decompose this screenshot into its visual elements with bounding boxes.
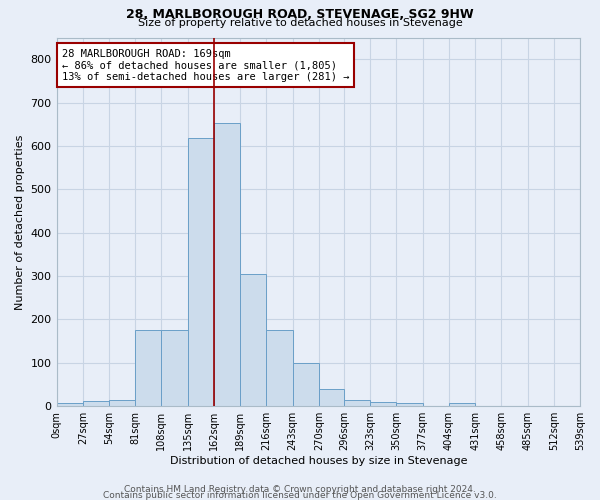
Bar bbox=[161, 330, 188, 406]
Text: Size of property relative to detached houses in Stevenage: Size of property relative to detached ho… bbox=[137, 18, 463, 28]
Bar bbox=[397, 402, 422, 406]
Bar bbox=[188, 138, 214, 406]
Bar bbox=[293, 363, 319, 406]
Bar bbox=[109, 400, 135, 406]
Text: 28 MARLBOROUGH ROAD: 169sqm
← 86% of detached houses are smaller (1,805)
13% of : 28 MARLBOROUGH ROAD: 169sqm ← 86% of det… bbox=[62, 48, 349, 82]
Bar bbox=[449, 403, 475, 406]
Text: Contains public sector information licensed under the Open Government Licence v3: Contains public sector information licen… bbox=[103, 490, 497, 500]
Bar bbox=[214, 124, 240, 406]
Bar bbox=[135, 330, 161, 406]
Bar bbox=[83, 400, 109, 406]
Y-axis label: Number of detached properties: Number of detached properties bbox=[15, 134, 25, 310]
Bar bbox=[370, 402, 397, 406]
Bar bbox=[266, 330, 293, 406]
X-axis label: Distribution of detached houses by size in Stevenage: Distribution of detached houses by size … bbox=[170, 456, 467, 466]
Bar bbox=[319, 389, 344, 406]
Text: Contains HM Land Registry data © Crown copyright and database right 2024.: Contains HM Land Registry data © Crown c… bbox=[124, 485, 476, 494]
Bar bbox=[344, 400, 370, 406]
Bar bbox=[56, 403, 83, 406]
Text: 28, MARLBOROUGH ROAD, STEVENAGE, SG2 9HW: 28, MARLBOROUGH ROAD, STEVENAGE, SG2 9HW bbox=[126, 8, 474, 20]
Bar bbox=[240, 274, 266, 406]
